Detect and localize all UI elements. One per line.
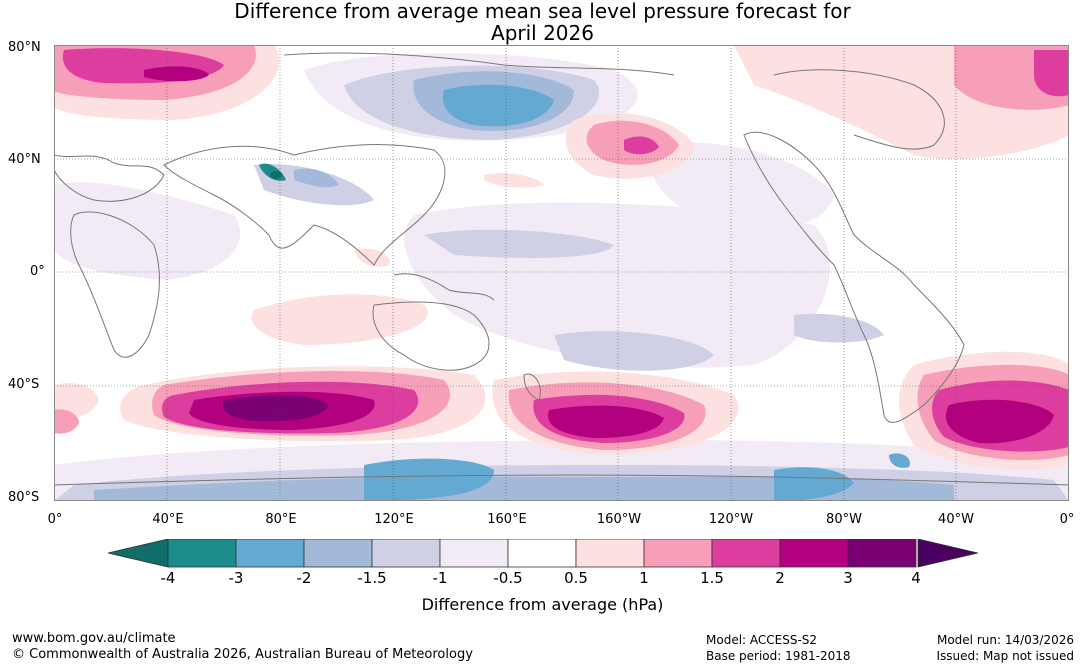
map-title-line2: April 2026 [491,21,594,45]
map-title-line1: Difference from average mean sea level p… [234,0,851,23]
colorbar-box-9 [779,539,849,568]
colorbar-tick-pos2: 2 [775,569,785,587]
colorbar-box-5 [507,539,577,568]
colorbar-box-0 [167,539,237,568]
colorbar-tick-neg2: -2 [296,569,312,587]
lon-label-120w: 120°W [708,512,754,527]
colorbar-box-1 [235,539,305,568]
lon-label-160e: 160°E [487,512,527,527]
graticule [54,45,1069,501]
footer-website: www.bom.gov.au/climate [12,631,176,646]
colorbar-tick-neg1: -1 [432,569,448,587]
lon-label-160w: 160°W [596,512,642,527]
coastlines [54,52,1069,486]
footer-model-run: Model run: 14/03/2026 [936,633,1074,647]
footer-copyright: © Commonwealth of Australia 2026, Austra… [12,647,473,662]
map-frame [54,45,1069,501]
pressure-anomaly-map [54,45,1069,501]
colorbar-box-3 [371,539,441,568]
lat-label-40s: 40°S [8,377,40,392]
anomaly-band-neg4 [270,171,282,179]
lon-label-40w: 40°W [938,512,974,527]
anomaly-band-pos3 [222,395,329,422]
colorbar-tick-pos1: 1 [639,569,649,587]
footer-issued: Issued: Map not issued [936,649,1074,663]
colorbar-label: Difference from average (hPa) [421,595,664,614]
colorbar-tick-pos4: 4 [911,569,921,587]
colorbar-box-6 [575,539,645,568]
lat-label-40n: 40°N [8,152,41,167]
lon-label-120e: 120°E [374,512,414,527]
colorbar-box-4 [439,539,509,568]
footer-model: Model: ACCESS-S2 [706,633,818,647]
lon-label-80e: 80°E [265,512,297,527]
colorbar-high-extension [917,539,978,568]
lat-label-80s: 80°S [8,490,40,505]
colorbar-box-10 [847,539,917,568]
colorbar-box-2 [303,539,373,568]
colorbar-tick-neg0-5: -0.5 [493,569,523,587]
colorbar-low-extension [108,539,169,568]
footer-base-period: Base period: 1981-2018 [706,649,851,663]
colorbar-tick-neg1-5: -1.5 [357,569,387,587]
colorbar-box-7 [643,539,713,568]
colorbar-boxes [167,539,917,568]
anomaly-band-neg2 [364,84,910,501]
colorbar-tick-neg4: -4 [160,569,176,587]
colorbar [108,539,978,568]
lat-label-equator: 0° [30,264,45,279]
lon-label-40e: 40°E [152,512,184,527]
colorbar-box-8 [711,539,781,568]
lon-label-0-east: 0° [1059,512,1075,527]
lat-label-80n: 80°N [8,40,41,55]
lon-label-80w: 80°W [826,512,862,527]
colorbar-tick-pos0-5: 0.5 [564,569,588,587]
lon-label-0: 0° [47,512,63,527]
colorbar-tick-pos1-5: 1.5 [700,569,724,587]
colorbar-tick-pos3: 3 [843,569,853,587]
colorbar-tick-neg3: -3 [228,569,244,587]
